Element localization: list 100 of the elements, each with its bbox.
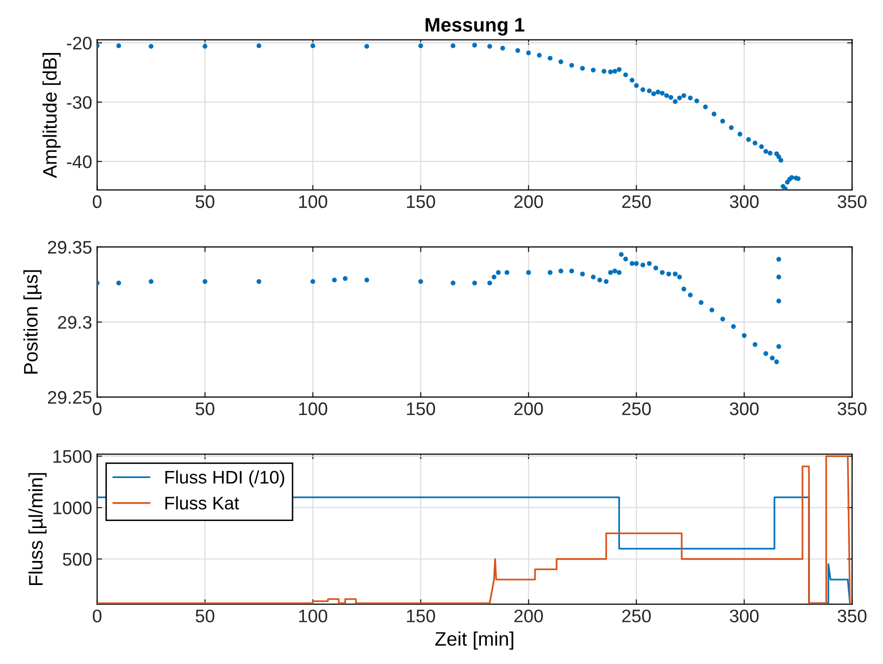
point — [256, 43, 262, 48]
x-tick-label: 150 — [407, 402, 436, 416]
point — [731, 324, 736, 329]
y-tick-label: 29.3 — [58, 316, 92, 329]
point — [681, 93, 686, 98]
x-tick-label: 100 — [299, 610, 328, 622]
point — [310, 43, 316, 48]
point — [728, 125, 734, 130]
point — [681, 286, 686, 292]
point — [634, 261, 639, 266]
point — [608, 270, 613, 275]
point — [332, 278, 337, 282]
x-tick-label: 300 — [730, 610, 759, 622]
point — [558, 59, 564, 64]
point — [660, 90, 665, 96]
point — [504, 270, 510, 275]
point — [640, 87, 646, 92]
point — [202, 279, 208, 284]
y-tick-label: -20 — [66, 36, 92, 50]
point — [796, 176, 801, 182]
point — [496, 270, 501, 275]
y-tick-label: 29.35 — [48, 240, 92, 254]
point — [646, 88, 652, 94]
point — [548, 270, 553, 275]
point — [709, 308, 714, 312]
point — [688, 96, 693, 100]
point — [630, 78, 634, 83]
point — [418, 279, 424, 284]
line-series — [97, 455, 851, 604]
y-tick-label: 29.25 — [48, 391, 92, 404]
point — [616, 67, 622, 72]
point — [653, 266, 658, 270]
x-tick-label: 50 — [196, 402, 214, 416]
point — [515, 48, 520, 53]
y-axis-title: Fluss [µl/min] — [28, 473, 47, 586]
x-tick-label: 350 — [838, 402, 866, 416]
x-tick-label: 150 — [407, 610, 436, 622]
chart-title: Messung 1 — [426, 18, 524, 36]
point — [634, 83, 639, 88]
point — [752, 140, 758, 146]
point — [580, 66, 585, 71]
point — [526, 50, 531, 56]
point — [720, 118, 726, 124]
x-tick-label: 200 — [514, 195, 543, 208]
point — [776, 274, 782, 280]
point — [558, 268, 564, 274]
point — [703, 104, 708, 110]
x-tick-label: 300 — [730, 402, 759, 416]
x-tick-label: 0 — [92, 195, 102, 208]
point — [668, 94, 674, 100]
point — [752, 342, 758, 347]
x-tick-label: 350 — [838, 195, 866, 208]
point — [646, 261, 652, 266]
point — [536, 52, 542, 58]
x-tick-label: 300 — [730, 195, 759, 208]
x-tick-label: 50 — [196, 610, 214, 622]
point — [666, 272, 672, 276]
point — [364, 44, 370, 49]
point — [450, 280, 456, 286]
point — [569, 62, 574, 68]
x-tick-label: 250 — [622, 402, 651, 416]
point — [640, 262, 646, 268]
point — [569, 268, 574, 274]
point — [651, 91, 656, 96]
point — [656, 90, 660, 94]
point — [602, 68, 606, 74]
point — [472, 280, 478, 286]
point — [784, 180, 790, 185]
point — [487, 44, 492, 49]
y-axis-title: Amplitude [dB] — [42, 53, 61, 178]
point — [776, 154, 782, 160]
y-tick-label: -30 — [66, 96, 92, 109]
point — [720, 316, 726, 322]
point — [768, 150, 773, 156]
point — [763, 148, 768, 154]
point — [698, 300, 704, 305]
point — [776, 256, 782, 262]
point — [616, 270, 622, 275]
point — [763, 351, 768, 356]
y-tick-label: 1000 — [53, 502, 92, 514]
x-tick-label: 250 — [622, 610, 651, 622]
point — [612, 268, 618, 274]
point — [782, 186, 788, 190]
point — [148, 279, 154, 284]
point — [472, 42, 478, 48]
point — [590, 68, 596, 72]
point — [342, 276, 348, 281]
point — [116, 280, 122, 286]
point — [604, 279, 609, 284]
point — [789, 175, 794, 180]
x-tick-label: 250 — [622, 195, 651, 208]
y-axis-title: Position [µs] — [23, 270, 42, 374]
x-tick-label: 0 — [92, 402, 102, 416]
point — [623, 72, 628, 78]
point — [672, 272, 678, 276]
point — [742, 333, 747, 338]
point — [256, 279, 262, 284]
point — [597, 278, 602, 282]
point — [618, 252, 624, 257]
point — [310, 279, 316, 284]
